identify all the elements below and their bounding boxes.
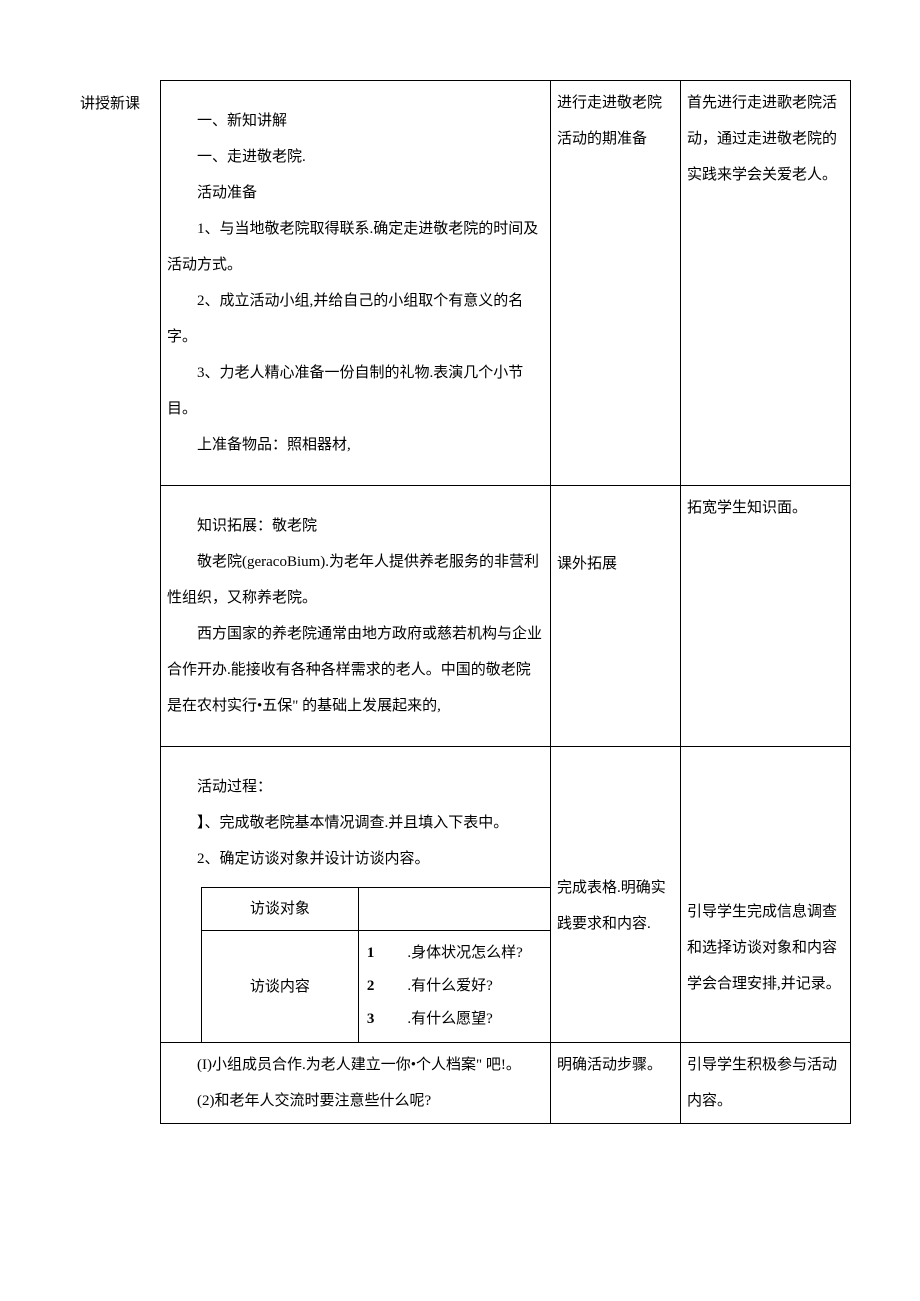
table-row: 一、新知讲解 一、走进敬老院. 活动准备 1、与当地敬老院取得联系.确定走进敬老… <box>161 81 851 486</box>
inner-value: 1 .身体状况怎么样? 2 .有什么爱好? 3 .有什么愿望? <box>358 931 550 1043</box>
content-cell: 活动过程： 】、完成敬老院基本情况调查.并且填入下表中。 2、确定访谈对象并设计… <box>161 747 551 1043</box>
content-line: 活动过程： <box>167 769 544 805</box>
content-line: 一、新知讲解 <box>167 103 544 139</box>
item-text: .身体状况怎么样? <box>407 945 522 961</box>
inner-row: 访谈对象 <box>202 888 551 931</box>
inner-value <box>358 888 550 931</box>
teacher-cell: 引导学生积极参与活动内容。 <box>681 1043 851 1124</box>
table-row: (I)小组成员合作.为老人建立一你•个人档案" 吧!。 (2)和老年人交流时要注… <box>161 1043 851 1124</box>
lesson-table: 一、新知讲解 一、走进敬老院. 活动准备 1、与当地敬老院取得联系.确定走进敬老… <box>160 80 851 1124</box>
item-num: 1 <box>367 945 375 961</box>
inner-label: 访谈内容 <box>202 931 359 1043</box>
table-row: 知识拓展：敬老院 敬老院(geracoBium).为老年人提供养老服务的非营利性… <box>161 486 851 747</box>
student-cell: 完成表格.明确实践要求和内容. <box>551 747 681 1043</box>
item-num: 3 <box>367 1011 375 1027</box>
teacher-text: 引导学生完成信息调查和选择访谈对象和内容学会合理安排,并记录。 <box>687 894 844 1002</box>
content-cell: (I)小组成员合作.为老人建立一你•个人档案" 吧!。 (2)和老年人交流时要注… <box>161 1043 551 1124</box>
content-line: 上准备物品：照相器材, <box>167 427 544 463</box>
teacher-text: 引导学生积极参与活动内容。 <box>687 1047 844 1119</box>
student-text: 完成表格.明确实践要求和内容. <box>557 870 674 942</box>
teacher-text: 首先进行走进歌老院活动，通过走进敬老院的实践来学会关爱老人。 <box>687 85 844 193</box>
content-line: 活动准备 <box>167 175 544 211</box>
student-cell: 明确活动步骤。 <box>551 1043 681 1124</box>
item-text: .有什么愿望? <box>407 1011 492 1027</box>
page: 讲授新课 一、新知讲解 一、走进敬老院. 活动准备 1、与当地敬老院取得联系.确… <box>0 0 920 1301</box>
student-cell: 课外拓展 <box>551 486 681 747</box>
content-line: 2、确定访谈对象并设计访谈内容。 <box>167 841 544 877</box>
content-line: 西方国家的养老院通常由地方政府或慈若机构与企业合作开办.能接收有各种各样需求的老… <box>167 616 544 724</box>
content-line: (I)小组成员合作.为老人建立一你•个人档案" 吧!。 <box>167 1047 544 1083</box>
content-line: 3、力老人精心准备一份自制的礼物.表演几个小节目。 <box>167 355 544 427</box>
section-label: 讲授新课 <box>80 80 160 122</box>
student-text: 课外拓展 <box>557 546 674 582</box>
teacher-cell: 首先进行走进歌老院活动，通过走进敬老院的实践来学会关爱老人。 <box>681 81 851 486</box>
inner-row: 访谈内容 1 .身体状况怎么样? 2 .有什么爱好? 3 .有什么愿望? <box>202 931 551 1043</box>
content-line: 2、成立活动小组,并给自己的小组取个有意义的名字。 <box>167 283 544 355</box>
content-line: (2)和老年人交流时要注意些什么呢? <box>167 1083 544 1119</box>
item-num: 2 <box>367 978 375 994</box>
interview-table: 访谈对象 访谈内容 1 .身体状况怎么样? 2 .有什么爱好? 3 .有什么愿望? <box>201 887 550 1042</box>
teacher-cell: 引导学生完成信息调查和选择访谈对象和内容学会合理安排,并记录。 <box>681 747 851 1043</box>
content-cell: 一、新知讲解 一、走进敬老院. 活动准备 1、与当地敬老院取得联系.确定走进敬老… <box>161 81 551 486</box>
student-text: 明确活动步骤。 <box>557 1047 674 1083</box>
student-cell: 进行走进敬老院活动的期准备 <box>551 81 681 486</box>
item-text: .有什么爱好? <box>407 978 492 994</box>
student-text: 进行走进敬老院活动的期准备 <box>557 85 674 157</box>
content-line: 一、走进敬老院. <box>167 139 544 175</box>
content-line: 知识拓展：敬老院 <box>167 508 544 544</box>
teacher-cell: 拓宽学生知识面。 <box>681 486 851 747</box>
content-line: 】、完成敬老院基本情况调查.并且填入下表中。 <box>167 805 544 841</box>
content-line: 1、与当地敬老院取得联系.确定走进敬老院的时间及活动方式。 <box>167 211 544 283</box>
content-line: 敬老院(geracoBium).为老年人提供养老服务的非营利性组织，又称养老院。 <box>167 544 544 616</box>
inner-label: 访谈对象 <box>202 888 359 931</box>
table-row: 活动过程： 】、完成敬老院基本情况调查.并且填入下表中。 2、确定访谈对象并设计… <box>161 747 851 1043</box>
content-cell: 知识拓展：敬老院 敬老院(geracoBium).为老年人提供养老服务的非营利性… <box>161 486 551 747</box>
teacher-text: 拓宽学生知识面。 <box>687 490 844 526</box>
